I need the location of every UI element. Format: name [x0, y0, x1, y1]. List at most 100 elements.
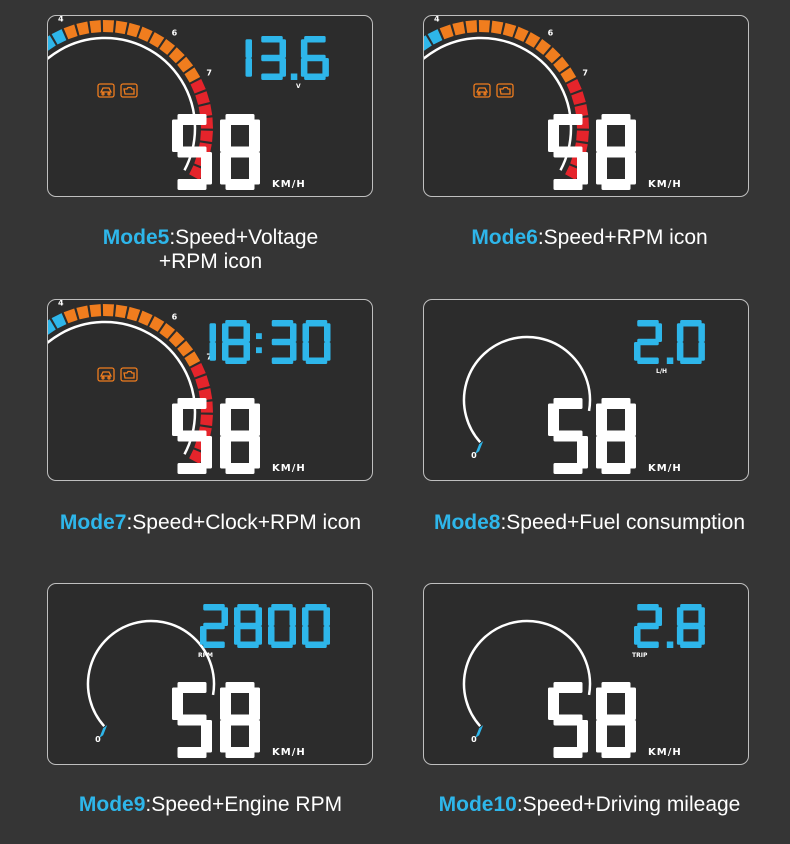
- hud-display: 0 KM/H L/H: [462, 320, 705, 474]
- digit-3: [271, 320, 297, 364]
- segment: [302, 342, 309, 361]
- segment: [201, 720, 212, 753]
- rpm-gauge: 01234567: [424, 16, 589, 181]
- decimal-point: [666, 357, 674, 364]
- segment: [209, 342, 216, 361]
- gauge-layer: 01234567: [48, 300, 213, 465]
- digit-0: [676, 320, 705, 364]
- rpm-segment: [149, 32, 165, 48]
- segment: [680, 622, 702, 630]
- rpm-segment: [177, 56, 194, 73]
- rpm-segment: [544, 47, 561, 64]
- segment: [209, 323, 216, 342]
- top-unit-label: RPM: [198, 652, 213, 659]
- segment: [221, 607, 228, 626]
- segment: [601, 430, 631, 442]
- mode-description: :Speed+Driving mileage: [516, 793, 741, 816]
- segment: [676, 626, 684, 645]
- segment: [676, 323, 684, 342]
- colon-dot: [256, 347, 262, 354]
- segment: [220, 687, 231, 720]
- segment: [177, 747, 207, 758]
- rpm-segment: [184, 67, 201, 83]
- segment: [322, 58, 329, 77]
- speed-readout: [548, 398, 636, 474]
- segment: [577, 152, 588, 185]
- segment: [220, 152, 231, 185]
- digit-1: [209, 323, 216, 361]
- rpm-segment: [439, 24, 454, 40]
- segment: [577, 436, 588, 469]
- digit-0: [302, 320, 331, 364]
- speed-unit-label: KM/H: [272, 179, 306, 190]
- arc-start-marker: [475, 725, 484, 739]
- segment: [225, 747, 255, 758]
- digit-5: [172, 398, 212, 474]
- rpm-segment: [478, 20, 491, 33]
- mode-label: Mode5: [102, 226, 170, 249]
- rpm-segment: [189, 165, 205, 181]
- rpm-segment: [190, 362, 206, 378]
- segment: [553, 714, 583, 726]
- segment: [222, 323, 229, 342]
- rpm-segment: [195, 91, 210, 105]
- segment: [323, 626, 330, 645]
- rpm-segment: [138, 26, 153, 42]
- segment: [304, 73, 326, 80]
- segment: [596, 403, 607, 436]
- top-readout: [634, 320, 705, 364]
- segment: [225, 682, 255, 693]
- segment: [271, 357, 294, 364]
- caption-mode9: Mode9:Speed+Engine RPM: [13, 793, 408, 817]
- segment: [324, 323, 331, 342]
- segment: [289, 626, 296, 645]
- segment: [225, 357, 247, 364]
- speed-unit-label: KM/H: [648, 179, 682, 190]
- segment: [234, 607, 241, 626]
- segment: [553, 146, 583, 158]
- segment: [324, 342, 331, 361]
- segment: [249, 403, 260, 436]
- segment: [177, 114, 207, 125]
- segment: [553, 747, 583, 758]
- segment: [553, 463, 583, 474]
- rpm-segment: [76, 21, 90, 36]
- digit-8: [220, 682, 260, 758]
- hud-panel-mode7: 01234567KM/H: [47, 299, 373, 481]
- rpm-segment: [102, 304, 115, 317]
- segment: [625, 720, 636, 753]
- segment: [596, 436, 607, 469]
- rpm-tick-label: 4: [58, 300, 64, 308]
- segment: [304, 36, 326, 43]
- segment: [172, 119, 183, 152]
- segment: [261, 54, 283, 62]
- segment: [225, 430, 255, 442]
- segment: [302, 626, 309, 645]
- segment: [698, 626, 705, 645]
- speed-readout: [548, 682, 636, 758]
- segment: [676, 607, 684, 626]
- segment: [200, 626, 207, 645]
- rpm-segment: [566, 78, 582, 94]
- rpm-segment: [184, 351, 201, 367]
- hud-display: 01234567KM/HV: [48, 16, 329, 190]
- segment: [698, 323, 705, 342]
- rpm-segment: [195, 375, 210, 389]
- segment: [680, 641, 702, 648]
- caption-mode6: Mode6:Speed+RPM icon: [392, 226, 787, 250]
- hud-panel-mode6: 01234567 KM/H: [423, 15, 749, 197]
- segment: [279, 58, 286, 77]
- top-unit-label: TRIP: [632, 652, 648, 659]
- segment: [553, 114, 583, 125]
- segment: [177, 398, 207, 409]
- segment: [255, 626, 262, 645]
- caption-mode8: Mode8:Speed+Fuel consumption: [392, 511, 787, 535]
- segment: [225, 179, 255, 190]
- rpm-segment: [159, 38, 176, 55]
- rpm-segment: [200, 130, 213, 142]
- speed-arc: 0: [462, 335, 592, 460]
- engine-icon: [120, 83, 138, 98]
- rpm-segment: [190, 78, 206, 94]
- segment: [271, 604, 293, 611]
- decimal-point: [290, 73, 298, 80]
